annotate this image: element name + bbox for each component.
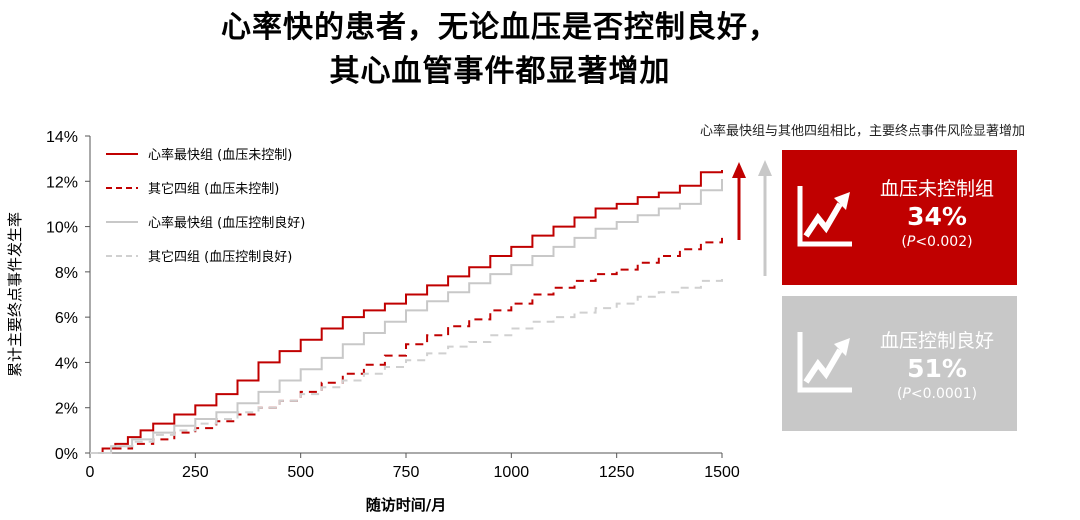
y-tick-label: 0% bbox=[55, 446, 78, 463]
y-tick-label: 4% bbox=[55, 355, 78, 372]
x-tick-label: 750 bbox=[393, 464, 420, 481]
title-line-1: 心率快的患者，无论血压是否控制良好， bbox=[221, 10, 779, 45]
y-tick-label: 8% bbox=[55, 265, 78, 282]
y-tick-label: 10% bbox=[46, 220, 78, 237]
series-line-2 bbox=[90, 237, 723, 454]
x-tick-label: 1250 bbox=[599, 464, 635, 481]
chart-axes: 0 250 500 750 1000 1250 1500 0% 2% 4% 6% 8% 10% 12% 14… bbox=[6, 129, 740, 514]
comparison-arrows bbox=[732, 160, 772, 276]
legend-entry-4: 其它四组 (血压控制良好) bbox=[148, 249, 292, 265]
trend-up-icon bbox=[797, 186, 852, 247]
legend-entry-3: 心率最快组 (血压控制良好) bbox=[148, 215, 305, 231]
y-tick-label: 2% bbox=[55, 401, 78, 418]
x-axis-label: 随访时间/月 bbox=[366, 496, 446, 514]
panel-controlled: 血压控制良好 51% (P<0.0001) bbox=[782, 296, 1017, 431]
panel-p-value: (P<0.0001) bbox=[896, 386, 978, 402]
y-tick-label: 6% bbox=[55, 310, 78, 327]
y-tick-label: 14% bbox=[46, 129, 78, 146]
y-tick-label: 12% bbox=[46, 174, 78, 191]
trend-up-icon bbox=[797, 332, 852, 393]
chart-series bbox=[90, 170, 723, 454]
x-tick-label: 0 bbox=[86, 464, 95, 481]
y-axis-label: 累计主要终点事件发生率 bbox=[6, 212, 24, 377]
panel-percent: 34% bbox=[907, 202, 967, 231]
series-line-3 bbox=[90, 179, 723, 454]
red-arrow-head bbox=[732, 162, 746, 178]
legend-entry-1: 心率最快组 (血压未控制) bbox=[148, 147, 292, 163]
chart-legend: 心率最快组 (血压未控制) 其它四组 (血压未控制) 心率最快组 (血压控制良好) 其… bbox=[106, 147, 305, 265]
series-line-4 bbox=[90, 274, 723, 454]
page-title: 心率快的患者，无论血压是否控制良好， 其心血管事件都显著增加 bbox=[0, 6, 1000, 94]
series-line-1 bbox=[90, 170, 723, 454]
x-tick-label: 1000 bbox=[494, 464, 530, 481]
panel-uncontrolled: 血压未控制组 34% (P<0.002) bbox=[782, 150, 1017, 285]
x-tick-label: 1500 bbox=[704, 464, 740, 481]
comparison-note: 心率最快组与其他四组相比，主要终点事件风险显著增加 bbox=[700, 124, 1026, 139]
x-tick-label: 500 bbox=[287, 464, 314, 481]
panel-percent: 51% bbox=[907, 354, 967, 383]
panel-name: 血压未控制组 bbox=[879, 178, 994, 200]
gray-arrow-head bbox=[758, 160, 772, 176]
panel-p-value: (P<0.002) bbox=[901, 234, 973, 250]
x-tick-label: 250 bbox=[182, 464, 209, 481]
legend-entry-2: 其它四组 (血压未控制) bbox=[148, 181, 279, 197]
title-line-2: 其心血管事件都显著增加 bbox=[329, 54, 671, 89]
panel-name: 血压控制良好 bbox=[879, 330, 994, 352]
